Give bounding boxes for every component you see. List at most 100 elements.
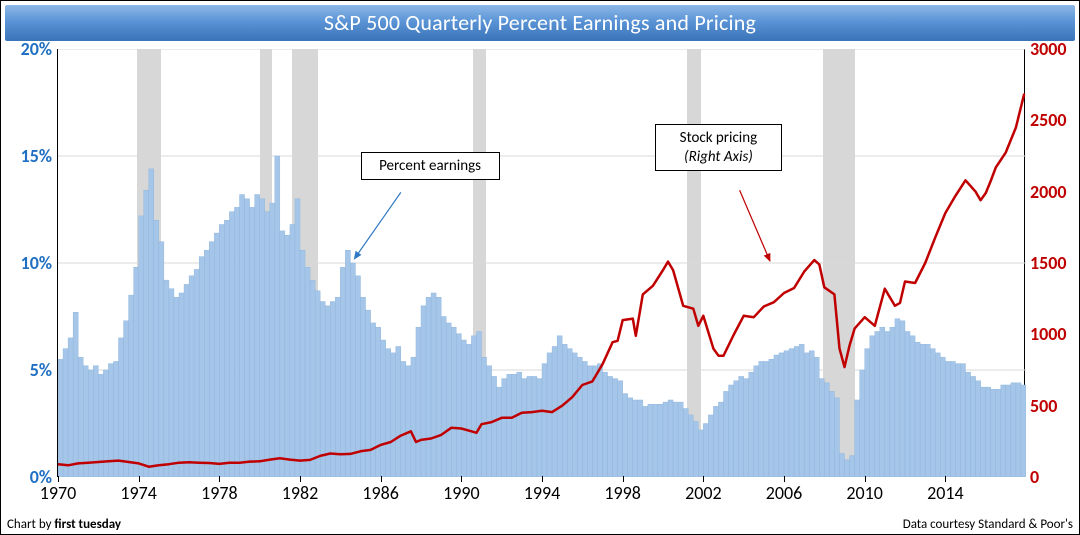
earnings-bar bbox=[295, 199, 300, 477]
earnings-bar bbox=[83, 366, 88, 477]
earnings-bar bbox=[930, 349, 935, 477]
x-label: 1978 bbox=[201, 482, 238, 504]
earnings-bar bbox=[68, 338, 73, 477]
earnings-bar bbox=[850, 456, 855, 477]
earnings-bar bbox=[577, 357, 582, 477]
earnings-bar bbox=[507, 374, 512, 477]
earnings-bar bbox=[456, 334, 461, 477]
earnings-bar bbox=[688, 415, 693, 477]
x-label: 1970 bbox=[40, 482, 77, 504]
earnings-bar bbox=[517, 372, 522, 477]
x-label: 1990 bbox=[443, 482, 480, 504]
y-right-label: 1000 bbox=[1030, 323, 1067, 345]
earnings-bar bbox=[290, 224, 295, 477]
earnings-bar bbox=[915, 342, 920, 477]
earnings-bar bbox=[855, 400, 860, 477]
plot-svg bbox=[58, 49, 1026, 477]
x-label: 2010 bbox=[846, 482, 883, 504]
earnings-bar bbox=[184, 284, 189, 477]
earnings-bar bbox=[618, 381, 623, 477]
x-label: 1994 bbox=[524, 482, 561, 504]
earnings-bar bbox=[355, 276, 360, 477]
earnings-bar bbox=[648, 404, 653, 477]
earnings-bar bbox=[250, 207, 255, 477]
earnings-bar bbox=[270, 203, 275, 477]
earnings-bar bbox=[628, 398, 633, 477]
earnings-bar bbox=[809, 351, 814, 477]
callout-label: Stock pricing bbox=[680, 129, 758, 147]
earnings-bar bbox=[870, 336, 875, 477]
credit-right: Data courtesy Standard & Poor's bbox=[903, 517, 1073, 532]
earnings-bar bbox=[729, 385, 734, 477]
earnings-bar bbox=[532, 376, 537, 477]
earnings-bar bbox=[663, 402, 668, 477]
x-label: 1998 bbox=[604, 482, 641, 504]
y-right-label: 0 bbox=[1030, 466, 1039, 488]
earnings-bar bbox=[476, 331, 481, 477]
earnings-bar bbox=[673, 402, 678, 477]
earnings-bar bbox=[527, 376, 532, 477]
earnings-bar bbox=[1011, 383, 1016, 477]
callout-label: Percent earnings bbox=[379, 157, 481, 175]
earnings-bar bbox=[608, 376, 613, 477]
earnings-bar bbox=[350, 263, 355, 477]
earnings-bar bbox=[73, 312, 78, 477]
earnings-bar bbox=[986, 387, 991, 477]
earnings-bar bbox=[149, 169, 154, 477]
earnings-bar bbox=[214, 233, 219, 477]
earnings-bar bbox=[265, 212, 270, 477]
y-right-label: 3000 bbox=[1030, 38, 1067, 60]
earnings-bar bbox=[63, 349, 68, 477]
earnings-bar bbox=[784, 351, 789, 477]
earnings-bar bbox=[164, 280, 169, 477]
earnings-bar bbox=[204, 250, 209, 477]
earnings-bar bbox=[159, 242, 164, 477]
x-label: 2014 bbox=[927, 482, 964, 504]
earnings-bar bbox=[910, 336, 915, 477]
earnings-bar bbox=[880, 327, 885, 477]
earnings-bar bbox=[895, 319, 900, 477]
earnings-bar bbox=[905, 331, 910, 477]
earnings-bar bbox=[935, 353, 940, 477]
earnings-bar bbox=[280, 231, 285, 477]
earnings-bar bbox=[976, 381, 981, 477]
earnings-bar bbox=[774, 355, 779, 477]
callout-arrow bbox=[740, 190, 770, 261]
x-label: 1974 bbox=[120, 482, 157, 504]
earnings-bar bbox=[567, 349, 572, 477]
credit-left-bold: first tuesday bbox=[54, 517, 121, 532]
earnings-bar bbox=[824, 383, 829, 477]
earnings-bar bbox=[804, 353, 809, 477]
earnings-bar bbox=[234, 207, 239, 477]
earnings-bar bbox=[134, 267, 139, 477]
earnings-bar bbox=[739, 376, 744, 477]
earnings-bar bbox=[678, 402, 683, 477]
earnings-bar bbox=[718, 402, 723, 477]
earnings-bar bbox=[966, 372, 971, 477]
earnings-bar bbox=[547, 353, 552, 477]
earnings-bar bbox=[734, 381, 739, 477]
earnings-bar bbox=[981, 387, 986, 477]
earnings-bar bbox=[698, 430, 703, 477]
earnings-bar bbox=[668, 400, 673, 477]
earnings-bar bbox=[945, 361, 950, 477]
earnings-bar bbox=[940, 357, 945, 477]
earnings-bar bbox=[310, 280, 315, 477]
earnings-bar bbox=[194, 269, 199, 477]
earnings-bar bbox=[794, 346, 799, 477]
y-right-label: 500 bbox=[1030, 395, 1057, 417]
earnings-bar bbox=[229, 212, 234, 477]
earnings-bar bbox=[169, 289, 174, 477]
earnings-bar bbox=[426, 297, 431, 477]
x-label: 1986 bbox=[362, 482, 399, 504]
earnings-bar bbox=[189, 276, 194, 477]
earnings-bar bbox=[275, 156, 280, 477]
earnings-bar bbox=[199, 257, 204, 477]
chart-title: S&P 500 Quarterly Percent Earnings and P… bbox=[5, 5, 1075, 41]
earnings-bar bbox=[482, 357, 487, 477]
earnings-bar bbox=[93, 366, 98, 477]
earnings-bar bbox=[381, 340, 386, 477]
earnings-bar bbox=[436, 297, 441, 477]
earnings-bar bbox=[683, 409, 688, 477]
earnings-bar bbox=[315, 291, 320, 477]
